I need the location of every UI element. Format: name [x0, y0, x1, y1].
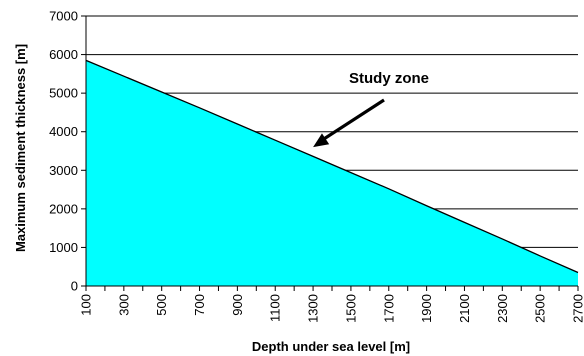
annotation-label: Study zone: [349, 70, 429, 87]
x-tick-label-900: 900: [230, 294, 245, 316]
y-tick-label-2000: 2000: [49, 201, 78, 216]
y-tick-labels: 0 1000 2000 3000 4000 5000 6000 7000: [49, 9, 78, 294]
x-tick-label-300: 300: [116, 294, 131, 316]
x-tick-label-1100: 1100: [268, 294, 283, 322]
y-tick-label-7000: 7000: [49, 9, 78, 24]
x-tick-label-1900: 1900: [419, 294, 434, 323]
y-tick-label-6000: 6000: [49, 47, 78, 62]
axes: [81, 15, 579, 291]
area-fill: [86, 60, 578, 286]
annotation-arrow-head: [313, 133, 330, 148]
x-tick-labels: 100 300 500 700 900 1100 1300 1500 1700 1900 2100 2…: [79, 294, 584, 323]
y-tick-label-0: 0: [71, 279, 78, 294]
x-tick-label-1500: 1500: [343, 294, 358, 323]
area-line: [85, 59, 579, 274]
x-tick-label-100: 100: [79, 294, 94, 316]
y-axis-title: Maximum sediment thickness [m]: [13, 44, 28, 252]
annotation-arrow-shaft: [321, 98, 385, 142]
x-tick-label-2300: 2300: [495, 294, 510, 323]
y-tick-label-5000: 5000: [49, 86, 78, 101]
x-tick-label-2100: 2100: [457, 294, 472, 323]
x-tick-label-700: 700: [192, 294, 207, 316]
x-tick-label-2500: 2500: [533, 294, 548, 323]
y-tick-label-1000: 1000: [49, 240, 78, 255]
y-tick-label-3000: 3000: [49, 163, 78, 178]
annotation: Study zone: [313, 70, 429, 148]
x-axis-title: Depth under sea level [m]: [252, 339, 410, 354]
x-tick-label-2700: 2700: [571, 294, 584, 323]
x-tick-label-1300: 1300: [306, 294, 321, 323]
y-tick-label-4000: 4000: [49, 124, 78, 139]
x-tick-label-500: 500: [154, 294, 169, 316]
x-tick-label-1700: 1700: [381, 294, 396, 323]
